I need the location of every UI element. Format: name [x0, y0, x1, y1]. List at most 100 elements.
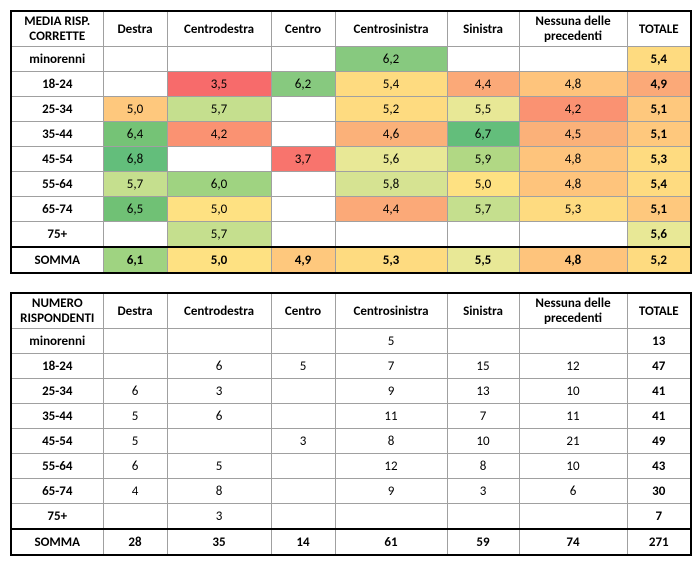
col-centrosinistra: Centrosinistra — [335, 11, 447, 47]
data-cell: 10 — [447, 429, 519, 454]
col-nessuna: Nessuna delle precedenti — [519, 11, 627, 47]
data-cell: 3 — [447, 479, 519, 504]
summary-cell: 4,9 — [271, 247, 335, 273]
data-cell — [103, 354, 167, 379]
summary-cell: 5,0 — [167, 247, 271, 273]
data-cell: 5 — [103, 404, 167, 429]
row-label: SOMMA — [11, 247, 103, 273]
data-cell: 10 — [519, 379, 627, 404]
table-row: 25-34639131041 — [11, 379, 691, 404]
data-cell — [519, 504, 627, 530]
col-totale: TOTALE — [627, 293, 691, 329]
data-cell: 30 — [627, 479, 691, 504]
data-cell: 9 — [335, 479, 447, 504]
col-centrosinistra: Centrosinistra — [335, 293, 447, 329]
data-cell: 4,8 — [519, 147, 627, 172]
data-cell — [271, 454, 335, 479]
data-cell — [271, 379, 335, 404]
data-cell: 5,4 — [627, 172, 691, 197]
data-cell: 5,2 — [335, 97, 447, 122]
col-destra: Destra — [103, 293, 167, 329]
summary-cell: 5,2 — [627, 247, 691, 273]
table-row: 55-645,76,05,85,04,85,4 — [11, 172, 691, 197]
data-cell: 9 — [335, 379, 447, 404]
table-row: 45-546,83,75,65,94,85,3 — [11, 147, 691, 172]
data-cell: 4,8 — [519, 172, 627, 197]
data-cell — [271, 97, 335, 122]
data-cell: 5,1 — [627, 97, 691, 122]
data-cell: 4,9 — [627, 72, 691, 97]
data-cell — [271, 222, 335, 248]
header-row: NUMERO RISPONDENTI Destra Centrodestra C… — [11, 293, 691, 329]
data-cell: 5,3 — [519, 197, 627, 222]
data-cell: 5,7 — [167, 97, 271, 122]
data-cell — [103, 329, 167, 354]
row-label: 18-24 — [11, 354, 103, 379]
data-cell: 3 — [271, 429, 335, 454]
data-cell: 6,4 — [103, 122, 167, 147]
row-label: minorenni — [11, 329, 103, 354]
data-cell: 4 — [103, 479, 167, 504]
data-cell: 6,2 — [335, 47, 447, 72]
data-cell: 12 — [335, 454, 447, 479]
data-cell — [271, 479, 335, 504]
row-label: 18-24 — [11, 72, 103, 97]
data-cell: 13 — [627, 329, 691, 354]
data-cell: 5,8 — [335, 172, 447, 197]
data-cell: 6 — [519, 479, 627, 504]
data-cell: 8 — [335, 429, 447, 454]
table-row: 45-54538102149 — [11, 429, 691, 454]
data-cell: 4,4 — [447, 72, 519, 97]
header-row: MEDIA RISP. CORRETTE Destra Centrodestra… — [11, 11, 691, 47]
col-totale: TOTALE — [627, 11, 691, 47]
data-cell — [519, 329, 627, 354]
data-cell: 8 — [447, 454, 519, 479]
data-cell — [271, 172, 335, 197]
table-row: 75+5,75,6 — [11, 222, 691, 248]
data-cell — [335, 504, 447, 530]
data-cell — [271, 197, 335, 222]
data-cell: 5,6 — [627, 222, 691, 248]
data-cell: 5,7 — [447, 197, 519, 222]
row-label: 55-64 — [11, 454, 103, 479]
data-cell: 15 — [447, 354, 519, 379]
row-label: SOMMA — [11, 529, 103, 555]
data-cell — [447, 329, 519, 354]
data-cell: 3,7 — [271, 147, 335, 172]
summary-cell: 35 — [167, 529, 271, 555]
summary-cell: 4,8 — [519, 247, 627, 273]
data-cell: 8 — [167, 479, 271, 504]
data-cell: 5,0 — [167, 197, 271, 222]
row-label: minorenni — [11, 47, 103, 72]
table-row: 65-746,55,04,45,75,35,1 — [11, 197, 691, 222]
table-row: 65-744893630 — [11, 479, 691, 504]
row-label: 35-44 — [11, 122, 103, 147]
data-cell: 5 — [103, 429, 167, 454]
row-label: 55-64 — [11, 172, 103, 197]
data-cell: 12 — [519, 354, 627, 379]
col-centrodestra: Centrodestra — [167, 11, 271, 47]
corner-header: NUMERO RISPONDENTI — [11, 293, 103, 329]
summary-cell: 28 — [103, 529, 167, 555]
summary-cell: 271 — [627, 529, 691, 555]
data-cell: 4,8 — [519, 72, 627, 97]
data-cell: 49 — [627, 429, 691, 454]
data-cell: 5,1 — [627, 122, 691, 147]
col-destra: Destra — [103, 11, 167, 47]
data-cell: 11 — [519, 404, 627, 429]
data-cell: 6 — [167, 404, 271, 429]
data-cell: 6,2 — [271, 72, 335, 97]
row-label: 75+ — [11, 222, 103, 248]
data-cell: 7 — [627, 504, 691, 530]
summary-cell: 59 — [447, 529, 519, 555]
data-cell: 3,5 — [167, 72, 271, 97]
data-cell: 5 — [271, 354, 335, 379]
data-cell: 4,4 — [335, 197, 447, 222]
data-cell: 4,2 — [167, 122, 271, 147]
data-cell — [103, 504, 167, 530]
data-cell — [335, 222, 447, 248]
col-centro: Centro — [271, 11, 335, 47]
data-cell — [519, 222, 627, 248]
data-cell: 5,7 — [103, 172, 167, 197]
data-cell: 6,0 — [167, 172, 271, 197]
